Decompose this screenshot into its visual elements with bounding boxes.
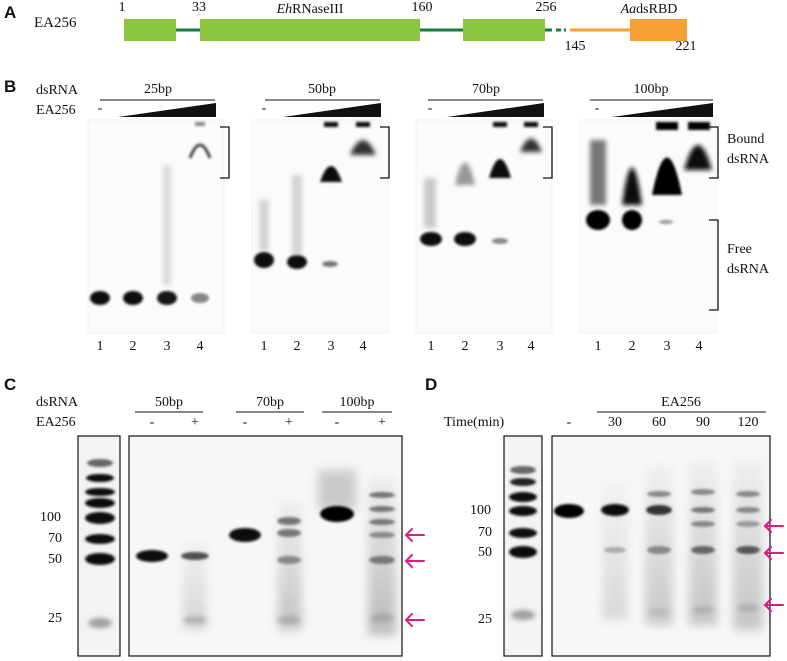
time-label: 120 — [737, 415, 759, 430]
arrow-c-50-icon — [404, 554, 425, 568]
lane-number: 4 — [527, 339, 535, 354]
domain-block-1 — [124, 19, 176, 41]
lane-number: 3 — [163, 339, 171, 354]
group-label-100bp: 100bp — [339, 395, 375, 410]
rnase-domain-label: EhRNaseIII — [276, 2, 344, 17]
sign-label: + — [285, 415, 293, 430]
row-label-ea256-b: EA256 — [36, 103, 76, 118]
row-label-dsrna-b: dsRNA — [36, 83, 79, 98]
sign-label: - — [334, 415, 340, 430]
sign-label: - — [149, 415, 155, 430]
arrow-d-50-icon — [763, 546, 784, 560]
construct-label: EA256 — [34, 15, 77, 31]
ladder-label-d-100: 100 — [470, 503, 491, 518]
pos-1: 1 — [118, 0, 126, 15]
lane-number: 2 — [129, 339, 137, 354]
lane-number: 1 — [594, 339, 602, 354]
time-label: 90 — [696, 415, 710, 430]
ladder-label-c-50: 50 — [48, 552, 62, 567]
pos-221: 221 — [675, 39, 697, 54]
gel-70bp — [415, 119, 553, 334]
ladder-label-c-25: 25 — [48, 611, 62, 626]
ladder-label-c-100: 100 — [40, 510, 61, 525]
gel-label-100bp: 100bp — [633, 82, 669, 97]
lane-number: 4 — [196, 339, 204, 354]
row-label-dsrna-c: dsRNA — [36, 395, 79, 410]
gel-label-50bp: 50bp — [308, 82, 336, 97]
dsrbd-domain-label: AadsRBD — [620, 2, 678, 17]
minus-sign: - — [97, 101, 103, 116]
gel-c-ladder — [77, 435, 121, 657]
arrow-d-70-icon — [763, 519, 784, 533]
ladder-label-c-70: 70 — [48, 531, 62, 546]
ladder-label-d-70: 70 — [478, 525, 492, 540]
ladder-label-d-25: 25 — [478, 612, 492, 627]
arrow-icons — [404, 519, 784, 627]
panel-d-letter: D — [425, 375, 438, 394]
lane-number: 2 — [293, 339, 301, 354]
free-label-1: Free — [727, 242, 752, 257]
gel-label-25bp: 25bp — [144, 82, 172, 97]
pos-33: 33 — [192, 0, 206, 15]
brackets-b — [220, 126, 719, 311]
lane-number: 1 — [260, 339, 268, 354]
gel-100bp — [579, 119, 717, 334]
ladder-label-d-50: 50 — [478, 545, 492, 560]
panel-c-letter: C — [4, 375, 17, 394]
arrow-c-70-icon — [404, 528, 425, 542]
gel-label-70bp: 70bp — [472, 82, 500, 97]
time-label: - — [566, 415, 572, 430]
lane-number: 4 — [695, 339, 703, 354]
row-label-time: Time(min) — [444, 415, 505, 430]
time-label: 60 — [652, 415, 666, 430]
pos-145: 145 — [564, 39, 586, 54]
pos-256: 256 — [535, 0, 557, 15]
sign-label: - — [242, 415, 248, 430]
gel-c-main — [128, 435, 403, 657]
free-label-2: dsRNA — [727, 262, 770, 277]
time-label: 30 — [608, 415, 622, 430]
lane-number: 3 — [496, 339, 504, 354]
lane-number: 4 — [359, 339, 367, 354]
group-label-50bp: 50bp — [155, 395, 183, 410]
gel-25bp — [87, 119, 225, 334]
panel-d-header: EA256 — [661, 395, 701, 410]
domain-block-3 — [463, 19, 545, 41]
group-label-70bp: 70bp — [256, 395, 284, 410]
sign-label: + — [378, 415, 386, 430]
lane-number: 3 — [327, 339, 335, 354]
lane-number: 1 — [427, 339, 435, 354]
rnase-domain-block — [200, 19, 420, 41]
gel-d-ladder — [503, 435, 543, 657]
pos-160: 160 — [411, 0, 433, 15]
arrow-c-25-icon — [404, 613, 425, 627]
minus-sign: - — [261, 101, 267, 116]
gel-50bp — [251, 119, 389, 334]
minus-sign: - — [594, 101, 600, 116]
lane-number: 2 — [461, 339, 469, 354]
bound-label-2: dsRNA — [727, 152, 770, 167]
arrow-d-25-icon — [763, 598, 784, 612]
row-label-ea256-c: EA256 — [36, 415, 76, 430]
lane-number: 2 — [628, 339, 636, 354]
domain-diagram — [124, 19, 687, 41]
lane-number: 1 — [96, 339, 104, 354]
sign-label: + — [191, 415, 199, 430]
dsrbd-block — [630, 19, 687, 41]
bound-label-1: Bound — [727, 132, 765, 147]
panel-a-letter: A — [4, 3, 17, 22]
panel-b-letter: B — [4, 77, 17, 96]
concentration-wedges — [118, 103, 713, 117]
lane-number: 3 — [663, 339, 671, 354]
minus-sign: - — [427, 101, 433, 116]
gel-d-main — [551, 435, 771, 657]
